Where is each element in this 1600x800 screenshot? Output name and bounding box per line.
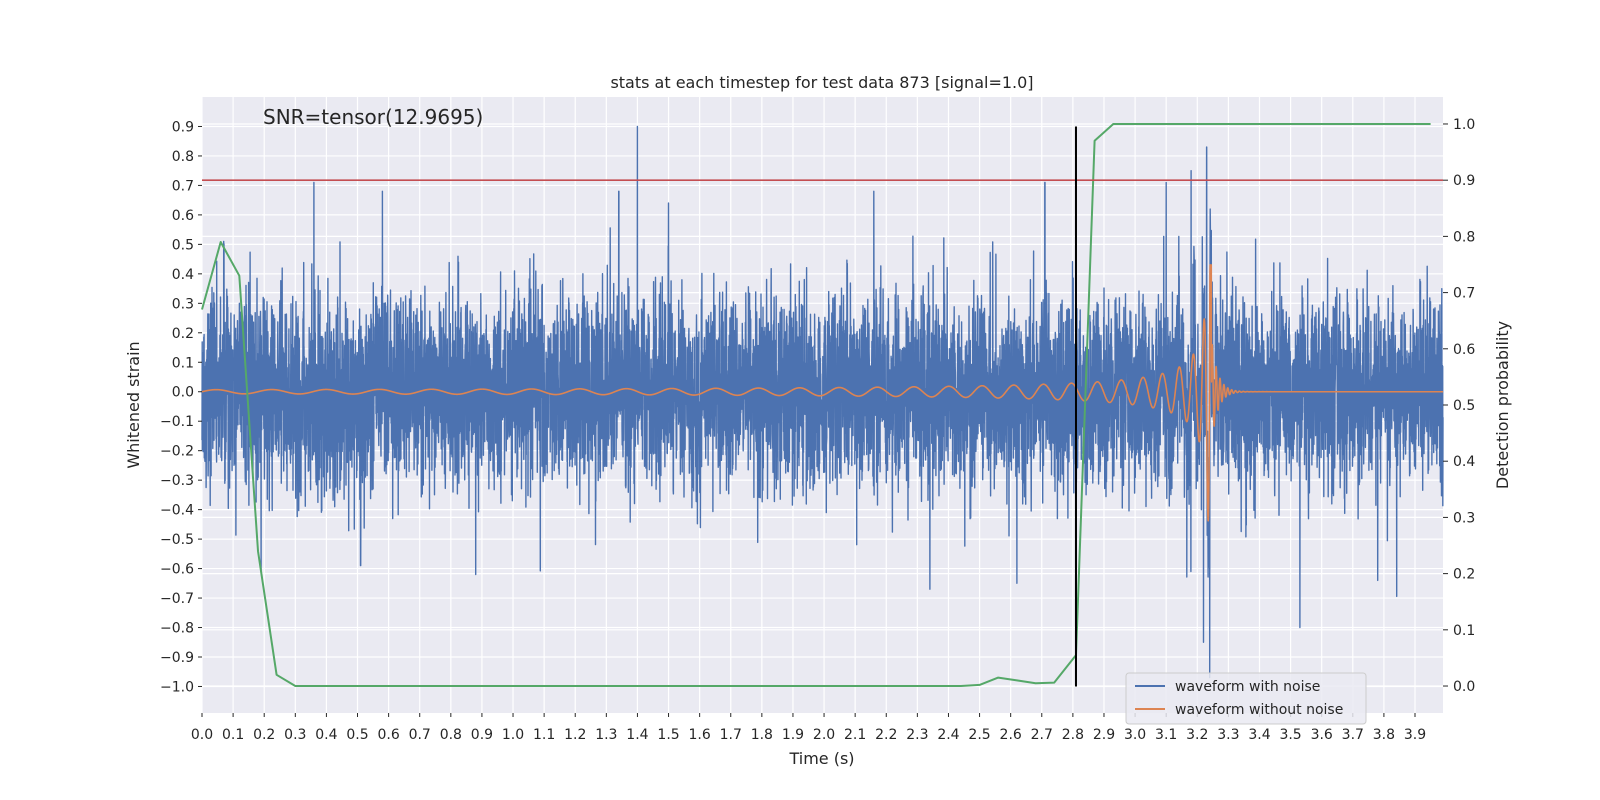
y-right-tick-label: 0.3 [1453, 510, 1475, 526]
y-tick-label: −0.1 [160, 414, 194, 430]
x-tick-label: 2.9 [1093, 727, 1115, 743]
x-tick-label: 0.3 [284, 727, 306, 743]
x-tick-label: 3.6 [1311, 727, 1333, 743]
x-tick-label: 0.1 [222, 727, 244, 743]
x-tick-label: 1.3 [595, 727, 617, 743]
x-tick-label: 3.8 [1373, 727, 1395, 743]
x-tick-label: 1.4 [626, 727, 648, 743]
y-tick-label: 0.8 [172, 149, 194, 165]
y-tick-label: 0.4 [172, 267, 194, 283]
x-tick-label: 3.7 [1342, 727, 1364, 743]
x-tick-label: 0.8 [440, 727, 462, 743]
y-right-tick-label: 0.5 [1453, 398, 1475, 414]
x-tick-label: 3.5 [1279, 727, 1301, 743]
x-tick-label: 1.6 [689, 727, 711, 743]
y-tick-label: 0.6 [172, 208, 194, 224]
chart-title: stats at each timestep for test data 873… [610, 73, 1033, 92]
x-tick-label: 3.1 [1155, 727, 1177, 743]
y-tick-label: −0.2 [160, 444, 194, 460]
x-axis-label: Time (s) [788, 749, 854, 768]
series-waveform-with-noise [201, 125, 1444, 679]
series-detection-probability [201, 123, 1431, 687]
clean-waveform-line [201, 264, 1444, 522]
x-tick-label: 1.0 [502, 727, 524, 743]
legend-label-noise: waveform with noise [1175, 679, 1320, 695]
x-tick-label: 1.7 [720, 727, 742, 743]
y-tick-label: −0.3 [160, 473, 194, 489]
x-tick-label: 1.5 [657, 727, 679, 743]
reference-lines [202, 126, 1443, 687]
x-tick-label: 2.0 [813, 727, 835, 743]
y-tick-label: 0.7 [172, 178, 194, 194]
y-right-tick-label: 0.9 [1453, 173, 1475, 189]
y-right-tick-label: 0.2 [1453, 567, 1475, 583]
x-tick-label: 0.5 [346, 727, 368, 743]
x-tick-label: 0.0 [191, 727, 213, 743]
y-axis-ticks: 0.9 0.8 0.7 0.6 0.5 0.4 0.3 0.2 0.1 0.0 −0.1 −0.2 −0… [160, 119, 202, 695]
x-tick-label: 2.6 [1000, 727, 1022, 743]
x-tick-label: 2.5 [968, 727, 990, 743]
legend: waveform with noise waveform without noi… [1125, 672, 1367, 725]
legend-label-clean: waveform without noise [1175, 702, 1343, 718]
y-right-tick-label: 0.8 [1453, 229, 1475, 245]
y-tick-label: 0.0 [172, 385, 194, 401]
y-right-tick-label: 0.1 [1453, 623, 1475, 639]
x-tick-label: 1.8 [751, 727, 773, 743]
x-tick-label: 0.6 [377, 727, 399, 743]
x-tick-label: 3.0 [1124, 727, 1146, 743]
y-tick-label: 0.1 [172, 355, 194, 371]
y-tick-label: −0.9 [160, 650, 194, 666]
x-tick-label: 0.7 [409, 727, 431, 743]
x-tick-label: 1.1 [533, 727, 555, 743]
x-tick-label: 3.3 [1217, 727, 1239, 743]
snr-annotation: SNR=tensor(12.9695) [263, 105, 483, 129]
y-tick-label: −1.0 [160, 679, 194, 695]
y-right-tick-label: 0.7 [1453, 286, 1475, 302]
x-tick-label: 2.8 [1062, 727, 1084, 743]
x-tick-label: 3.2 [1186, 727, 1208, 743]
y-right-tick-label: 0.6 [1453, 342, 1475, 358]
y-tick-label: −0.8 [160, 621, 194, 637]
y-right-axis-ticks: 1.0 0.9 0.8 0.7 0.6 0.5 0.4 0.3 0.2 0.1 0.0 [1443, 117, 1475, 695]
x-tick-label: 3.9 [1404, 727, 1426, 743]
y-right-tick-label: 0.0 [1453, 679, 1475, 695]
y-tick-label: 0.5 [172, 237, 194, 253]
y-tick-label: 0.3 [172, 296, 194, 312]
x-tick-label: 1.2 [564, 727, 586, 743]
y-right-tick-label: 0.4 [1453, 454, 1475, 470]
y-tick-label: −0.5 [160, 532, 194, 548]
x-tick-label: 2.3 [906, 727, 928, 743]
noise-waveform-line [201, 125, 1444, 679]
x-tick-label: 0.2 [253, 727, 275, 743]
y-tick-label: 0.9 [172, 119, 194, 135]
series-waveform-without-noise [201, 264, 1444, 522]
y-axis-label: Whitened strain [124, 341, 143, 468]
x-tick-label: 2.1 [844, 727, 866, 743]
x-tick-label: 0.4 [315, 727, 337, 743]
y-right-axis-label: Detection probability [1493, 321, 1512, 489]
y-tick-label: −0.7 [160, 591, 194, 607]
y-tick-label: 0.2 [172, 326, 194, 342]
x-tick-label: 2.7 [1031, 727, 1053, 743]
x-tick-label: 2.4 [937, 727, 959, 743]
detection-probability-line [201, 123, 1431, 687]
y-tick-label: −0.4 [160, 503, 194, 519]
y-right-tick-label: 1.0 [1453, 117, 1475, 133]
x-tick-label: 2.2 [875, 727, 897, 743]
y-tick-label: −0.6 [160, 562, 194, 578]
legend-box [1125, 672, 1367, 725]
x-tick-label: 3.4 [1248, 727, 1270, 743]
x-tick-label: 1.9 [782, 727, 804, 743]
x-tick-label: 0.9 [471, 727, 493, 743]
